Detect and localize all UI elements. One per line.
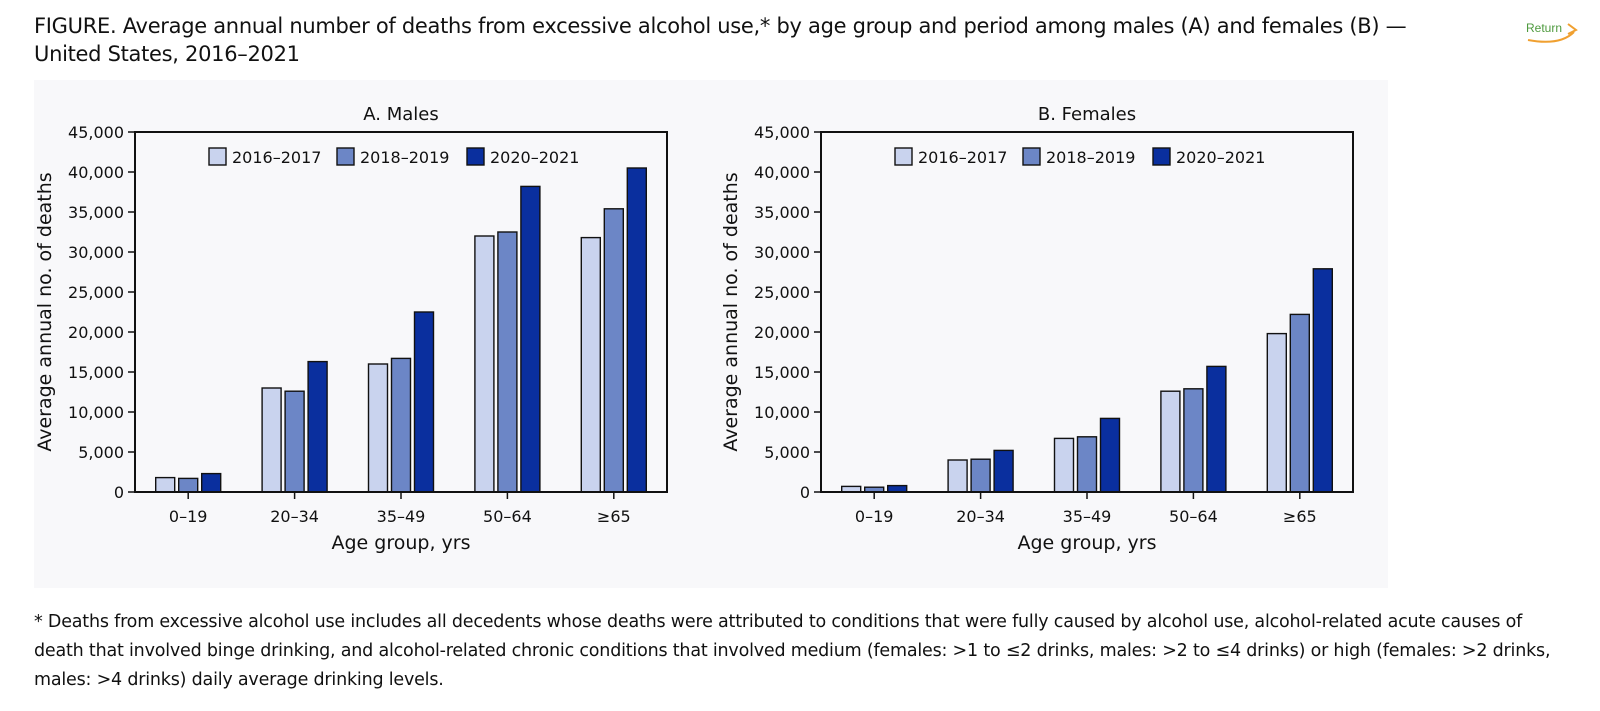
bar: [1160, 390, 1181, 493]
bar: [580, 236, 601, 493]
bar: [1206, 365, 1227, 493]
y-tick-label: 45,000: [68, 123, 124, 142]
y-tick-label: 20,000: [754, 323, 810, 342]
chart-title: B. Females: [1038, 104, 1136, 125]
y-tick-label: 40,000: [754, 163, 810, 182]
legend-label: 2020–2021: [490, 148, 579, 167]
y-tick-label: 15,000: [754, 363, 810, 382]
y-tick-label: 45,000: [754, 123, 810, 142]
figure-panel: A. Males 0 5,000 10,000 15,000 20,000 25,000 30…: [34, 80, 1388, 588]
figure-title: FIGURE. Average annual number of deaths …: [34, 14, 1407, 66]
y-tick-label: 15,000: [68, 363, 124, 382]
bar: [390, 357, 412, 493]
return-arrow-icon: [1527, 23, 1578, 43]
bar: [1053, 437, 1075, 493]
y-axis-label: Average annual no. of deaths: [720, 172, 742, 451]
x-tick-label: 35–49: [377, 507, 426, 526]
bar: [177, 477, 199, 493]
legend-swatch: [1152, 147, 1171, 166]
x-tick-label: ≥65: [597, 507, 631, 526]
y-tick-label: 30,000: [68, 243, 124, 262]
return-label: Return: [1526, 21, 1563, 35]
bar: [1266, 332, 1288, 493]
bar: [413, 311, 435, 493]
bar: [154, 476, 176, 493]
chart-title: A. Males: [363, 104, 438, 125]
legend-swatch: [894, 147, 913, 166]
bar: [993, 449, 1014, 493]
legend-label: 2016–2017: [232, 148, 321, 167]
bar: [307, 360, 328, 493]
x-axis-label: Age group, yrs: [1017, 532, 1156, 554]
y-tick-label: 20,000: [68, 323, 124, 342]
x-tick-label: 50–64: [1169, 507, 1218, 526]
y-axis-label: Average annual no. of deaths: [34, 172, 56, 451]
bar: [1076, 436, 1098, 493]
y-tick-label: 10,000: [754, 403, 810, 422]
legend-swatch: [466, 147, 485, 166]
y-tick-label: 5,000: [764, 443, 810, 462]
chart-males: A. Males 0 5,000 10,000 15,000 20,000 25,000 30…: [34, 104, 668, 554]
bar: [200, 472, 222, 493]
legend-swatch: [208, 147, 227, 166]
legend-swatch: [1022, 147, 1041, 166]
y-tick-label: 30,000: [754, 243, 810, 262]
bar: [626, 167, 647, 493]
footnote: * Deaths from excessive alcohol use incl…: [34, 612, 1551, 690]
legend-label: 2016–2017: [918, 148, 1007, 167]
y-tick-label: 25,000: [68, 283, 124, 302]
bar: [261, 387, 282, 493]
bar: [603, 208, 624, 493]
legend-label: 2018–2019: [360, 148, 449, 167]
y-tick-label: 10,000: [68, 403, 124, 422]
plot-frame: [134, 131, 668, 493]
bar: [497, 231, 518, 493]
y-tick-label: 0: [800, 483, 810, 502]
return-link[interactable]: Return: [1522, 16, 1582, 46]
legend-label: 2020–2021: [1176, 148, 1265, 167]
bar: [1289, 313, 1311, 493]
bar: [947, 459, 968, 493]
bar: [970, 458, 991, 493]
y-tick-label: 35,000: [68, 203, 124, 222]
y-tick-label: 40,000: [68, 163, 124, 182]
bar: [367, 363, 389, 493]
legend-swatch: [336, 147, 355, 166]
x-axis-label: Age group, yrs: [331, 532, 470, 554]
bar: [474, 235, 495, 493]
x-tick-label: 20–34: [270, 507, 319, 526]
y-tick-label: 5,000: [78, 443, 124, 462]
y-tick-label: 0: [114, 483, 124, 502]
bar: [1183, 388, 1204, 493]
y-tick-label: 35,000: [754, 203, 810, 222]
bar: [1312, 268, 1334, 493]
x-tick-label: 20–34: [956, 507, 1005, 526]
bar: [520, 185, 541, 493]
bar: [284, 390, 305, 493]
chart-females: B. Females 0 5,000 10,000 15,000 20,000 25,000…: [720, 104, 1354, 554]
x-tick-label: 0–19: [169, 507, 208, 526]
legend-label: 2018–2019: [1046, 148, 1135, 167]
bar: [1099, 417, 1121, 493]
x-tick-label: ≥65: [1283, 507, 1317, 526]
plot-frame: [820, 131, 1354, 493]
x-tick-label: 0–19: [855, 507, 894, 526]
x-tick-label: 50–64: [483, 507, 532, 526]
x-tick-label: 35–49: [1063, 507, 1112, 526]
charts-svg: A. Males 0 5,000 10,000 15,000 20,000 25,000 30…: [34, 104, 1354, 554]
y-tick-label: 25,000: [754, 283, 810, 302]
